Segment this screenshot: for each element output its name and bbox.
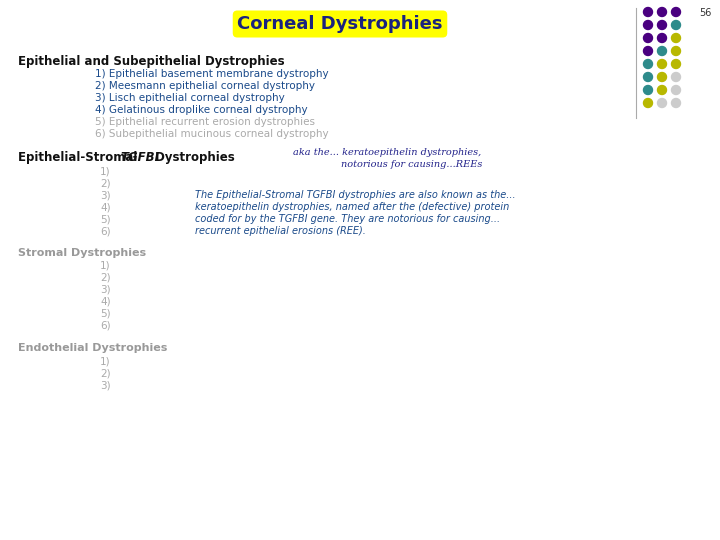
Circle shape [672, 21, 680, 30]
Circle shape [672, 72, 680, 82]
Circle shape [644, 21, 652, 30]
Circle shape [672, 98, 680, 107]
Text: 56: 56 [700, 8, 712, 18]
Text: 2): 2) [100, 178, 111, 188]
Text: 5) Epithelial recurrent erosion dystrophies: 5) Epithelial recurrent erosion dystroph… [95, 117, 315, 127]
Text: Epithelial and Subepithelial Dystrophies: Epithelial and Subepithelial Dystrophies [18, 55, 284, 68]
Text: Endothelial Dystrophies: Endothelial Dystrophies [18, 343, 167, 353]
Text: 4): 4) [100, 297, 111, 307]
Text: 5): 5) [100, 309, 111, 319]
Circle shape [657, 59, 667, 69]
Text: aka the... keratoepithelin dystrophies,: aka the... keratoepithelin dystrophies, [293, 148, 481, 157]
Text: The Epithelial-Stromal TGFBI dystrophies are also known as the...: The Epithelial-Stromal TGFBI dystrophies… [195, 190, 516, 200]
Text: TGFBI: TGFBI [120, 151, 159, 164]
Text: 3) Lisch epithelial corneal dystrophy: 3) Lisch epithelial corneal dystrophy [95, 93, 284, 103]
Text: 6): 6) [100, 226, 111, 236]
Circle shape [644, 33, 652, 43]
Text: Stromal Dystrophies: Stromal Dystrophies [18, 248, 146, 258]
Text: 6) Subepithelial mucinous corneal dystrophy: 6) Subepithelial mucinous corneal dystro… [95, 129, 328, 139]
Circle shape [657, 8, 667, 17]
Text: 2) Meesmann epithelial corneal dystrophy: 2) Meesmann epithelial corneal dystrophy [95, 81, 315, 91]
Text: 4): 4) [100, 202, 111, 212]
Text: 1): 1) [100, 356, 111, 366]
Circle shape [644, 59, 652, 69]
Circle shape [657, 33, 667, 43]
Circle shape [644, 98, 652, 107]
Text: coded for by the TGFBI gene. They are notorious for causing...: coded for by the TGFBI gene. They are no… [195, 214, 500, 224]
Circle shape [657, 85, 667, 94]
Circle shape [672, 8, 680, 17]
Circle shape [657, 72, 667, 82]
Circle shape [657, 98, 667, 107]
Text: 1): 1) [100, 166, 111, 176]
Circle shape [644, 8, 652, 17]
Circle shape [644, 46, 652, 56]
Text: 1): 1) [100, 261, 111, 271]
Circle shape [672, 85, 680, 94]
Text: 5): 5) [100, 214, 111, 224]
Text: Epithelial-Stromal: Epithelial-Stromal [18, 151, 142, 164]
Text: 6): 6) [100, 321, 111, 331]
Text: 3): 3) [100, 190, 111, 200]
Text: Dystrophies: Dystrophies [151, 151, 235, 164]
Text: keratoepithelin dystrophies, named after the (defective) protein: keratoepithelin dystrophies, named after… [195, 202, 509, 212]
Circle shape [672, 46, 680, 56]
Circle shape [672, 59, 680, 69]
Text: 4) Gelatinous droplike corneal dystrophy: 4) Gelatinous droplike corneal dystrophy [95, 105, 307, 115]
Text: notorious for causing...REEs: notorious for causing...REEs [341, 160, 482, 169]
Circle shape [644, 85, 652, 94]
Circle shape [657, 21, 667, 30]
Text: 3): 3) [100, 285, 111, 295]
Text: Corneal Dystrophies: Corneal Dystrophies [238, 15, 443, 33]
Text: recurrent epithelial erosions (REE).: recurrent epithelial erosions (REE). [195, 226, 366, 236]
Circle shape [672, 33, 680, 43]
Text: 2): 2) [100, 273, 111, 283]
Text: 1) Epithelial basement membrane dystrophy: 1) Epithelial basement membrane dystroph… [95, 69, 328, 79]
Text: 2): 2) [100, 368, 111, 378]
Circle shape [657, 46, 667, 56]
Text: 3): 3) [100, 380, 111, 390]
Circle shape [644, 72, 652, 82]
